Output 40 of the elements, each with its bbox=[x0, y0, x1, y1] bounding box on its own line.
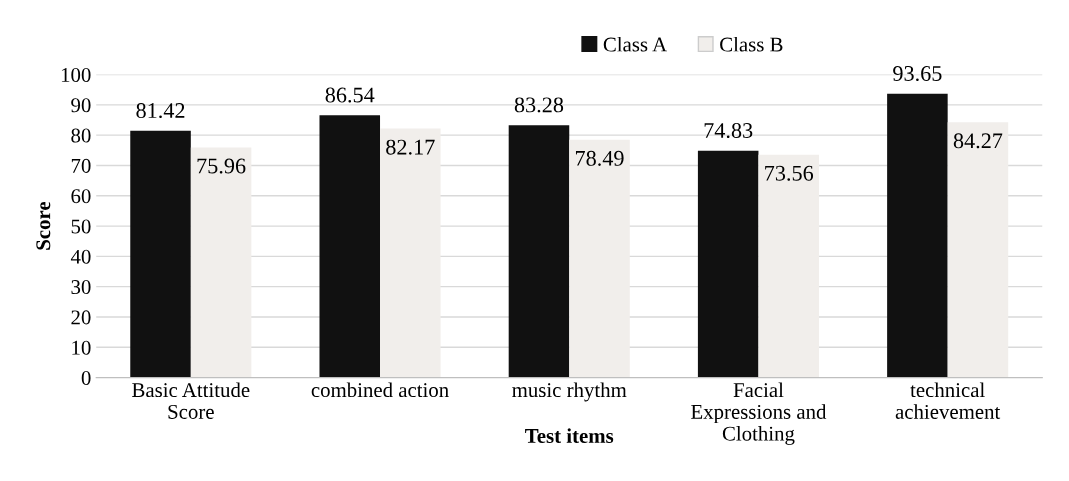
y-tick-label: 50 bbox=[71, 219, 91, 234]
bar bbox=[697, 150, 759, 378]
bar bbox=[569, 139, 630, 378]
x-axis-title: Test items bbox=[525, 428, 614, 443]
data-label: 83.28 bbox=[514, 97, 564, 113]
y-tick-label: 60 bbox=[71, 189, 91, 204]
y-tick-label: 80 bbox=[71, 128, 91, 143]
bar bbox=[508, 125, 570, 378]
x-tick-label: combined action bbox=[311, 382, 449, 398]
y-tick-label: 100 bbox=[61, 67, 91, 82]
data-label: 93.65 bbox=[893, 66, 942, 82]
y-tick-label: 0 bbox=[81, 370, 91, 386]
x-tick-label: music rhythm bbox=[512, 382, 627, 402]
data-label: 73.56 bbox=[765, 165, 814, 181]
bar bbox=[887, 93, 948, 378]
y-tick-label: 20 bbox=[71, 310, 91, 325]
bar bbox=[319, 115, 381, 378]
bar bbox=[947, 122, 1009, 378]
x-tick-label: Facial Expressions and Clothing bbox=[691, 382, 827, 445]
legend-label: Class B bbox=[720, 36, 783, 52]
data-label: 81.42 bbox=[136, 103, 185, 119]
legend-label: Class A bbox=[603, 36, 667, 52]
data-label: 84.27 bbox=[953, 133, 1003, 149]
bar bbox=[758, 154, 819, 378]
data-label: 86.54 bbox=[325, 87, 375, 103]
bar bbox=[380, 128, 441, 378]
data-label: 75.96 bbox=[197, 158, 246, 174]
y-tick-label: 40 bbox=[70, 249, 91, 264]
y-tick-label: 30 bbox=[71, 280, 91, 295]
data-label: 78.49 bbox=[575, 150, 624, 166]
y-tick-label: 10 bbox=[72, 340, 91, 355]
bar bbox=[130, 130, 191, 378]
x-tick-label: Basic Attitude Score bbox=[132, 382, 250, 419]
data-label: 74.83 bbox=[704, 122, 753, 139]
y-tick-label: 90 bbox=[71, 98, 91, 113]
y-tick-label: 70 bbox=[71, 158, 91, 173]
x-tick-label: technical achievement bbox=[895, 382, 1001, 419]
y-axis-title: Score bbox=[36, 201, 51, 250]
data-label: 82.17 bbox=[386, 139, 435, 155]
bar bbox=[190, 147, 252, 378]
